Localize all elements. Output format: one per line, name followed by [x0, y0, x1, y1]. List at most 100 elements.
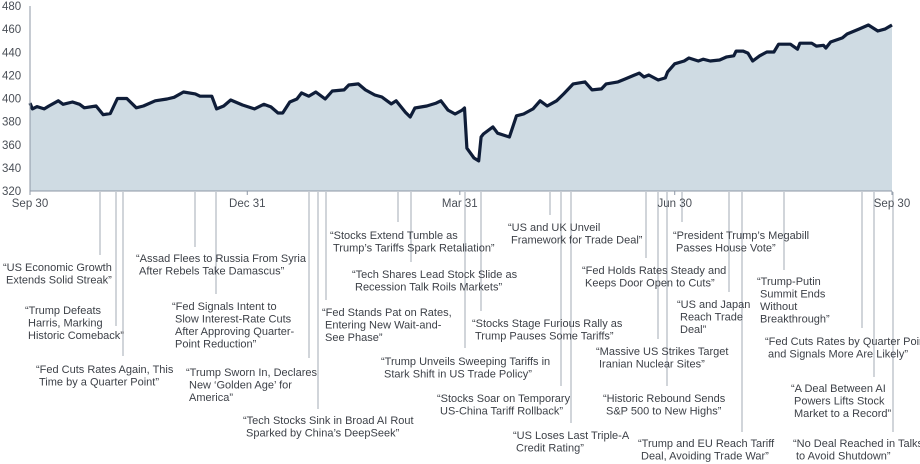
annotation-headline: “Massive US Strikes Target Iranian Nuclea… — [596, 346, 728, 371]
annotation-line: Deal” — [680, 324, 707, 336]
annotation-line: “Tech Shares Lead Stock Slide as — [352, 269, 518, 281]
annotation-line: “Trump Defeats — [25, 305, 102, 317]
annotation-line: Historic Comeback” — [28, 330, 124, 342]
annotation-line: New ‘Golden Age’ for — [189, 380, 292, 392]
y-tick-label: 360 — [2, 140, 21, 152]
annotation-line: “Historic Rebound Sends — [603, 393, 726, 405]
annotation-line: S&P 500 to New Highs” — [606, 406, 722, 418]
annotation-headline: “Fed Cuts Rates Again, This Time by a Qua… — [36, 364, 174, 389]
annotation-headline: “Trump Defeats Harris, Marking Historic Co… — [25, 305, 124, 342]
annotation-line: Slow Interest-Rate Cuts — [175, 314, 292, 326]
annotation-line: Sparked by China’s DeepSeek” — [246, 428, 400, 440]
annotation-line: “Assad Flees to Russia From Syria — [136, 253, 307, 265]
annotation-headline: “Stocks Soar on Temporary US-China Tariff… — [437, 393, 571, 418]
annotation-line: Harris, Marking — [28, 318, 103, 330]
annotation-line: America” — [189, 392, 233, 404]
y-axis-ticks: 320 340 360 380 400 420 440 460 480 — [2, 1, 21, 198]
annotation-headline: “US and UK Unveil Framework for Trade Dea… — [508, 222, 643, 247]
annotation-line: “Fed Holds Rates Steady and — [582, 265, 726, 277]
y-tick-label: 460 — [2, 24, 21, 36]
annotation-headline: “Historic Rebound Sends S&P 500 to New Hi… — [603, 393, 726, 418]
annotation-line: Framework for Trade Deal” — [511, 235, 643, 247]
annotation-line: Extends Solid Streak” — [6, 275, 112, 287]
annotation-headline: “President Trump’s Megabill Passes House … — [673, 230, 809, 255]
annotation-line: “Trump and EU Reach Tariff — [638, 438, 775, 450]
y-tick-label: 420 — [2, 70, 21, 82]
annotation-line: “President Trump’s Megabill — [673, 230, 809, 242]
annotation-line: Entering New Wait-and- — [325, 320, 442, 332]
annotation-line: After Rebels Take Damascus” — [139, 266, 285, 278]
annotation-line: Credit Rating” — [516, 443, 584, 455]
annotation-line: “US Economic Growth — [3, 262, 112, 274]
annotation-line: “Trump Sworn In, Declares — [186, 367, 318, 379]
annotations: “US Economic Growth Extends Solid Streak”… — [3, 222, 920, 463]
annotation-line: Trump’s Tariffs Spark Retaliation” — [333, 243, 495, 255]
annotation-line: “Trump-Putin — [757, 276, 821, 288]
y-tick-label: 320 — [2, 186, 21, 198]
series-line — [28, 23, 893, 163]
y-tick-label: 340 — [2, 163, 21, 175]
annotation-line: “Massive US Strikes Target — [596, 346, 728, 358]
annotation-line: “Trump Unveils Sweeping Tariffs in — [381, 356, 550, 368]
annotation-line: Stark Shift in US Trade Policy” — [384, 369, 532, 381]
annotation-headline: “Trump Unveils Sweeping Tariffs in Stark … — [381, 356, 550, 381]
annotation-line: Without — [760, 301, 797, 313]
annotation-line: Passes House Vote” — [676, 243, 776, 255]
annotation-headline: “Trump-Putin Summit Ends Without Breakthrou… — [757, 276, 830, 326]
annotation-line: Reach Trade — [680, 312, 743, 324]
annotation-line: “Fed Cuts Rates Again, This — [36, 364, 174, 376]
y-tick-label: 480 — [2, 1, 21, 13]
annotation-headline: “Trump Sworn In, Declares New ‘Golden Age… — [186, 367, 318, 404]
y-tick-label: 380 — [2, 117, 21, 129]
y-tick-label: 400 — [2, 94, 21, 106]
annotation-headline: “Tech Shares Lead Stock Slide as Recessio… — [352, 269, 518, 294]
x-tick-label: Mar 31 — [442, 198, 478, 210]
annotation-headline: “Fed Cuts Rates by Quarter Point and Sign… — [765, 336, 920, 361]
annotation-line: “No Deal Reached in Talks — [793, 438, 920, 450]
annotation-headline: “Assad Flees to Russia From Syria After R… — [136, 253, 307, 278]
annotation-line: “Stocks Soar on Temporary — [437, 393, 571, 405]
annotation-headline: “A Deal Between AI Powers Lifts Stock Mark… — [791, 383, 892, 420]
annotation-connectors — [99, 192, 894, 432]
annotation-line: “Fed Signals Intent to — [172, 301, 277, 313]
annotation-headline: “Trump and EU Reach Tariff Deal, Avoiding… — [638, 438, 775, 463]
annotation-line: Market to a Record” — [794, 408, 892, 420]
y-tick-label: 440 — [2, 47, 21, 59]
annotation-headline: “Stocks Extend Tumble as Trump’s Tariffs … — [330, 230, 495, 255]
annotation-line: See Phase” — [325, 332, 383, 344]
annotation-line: Recession Talk Roils Markets” — [355, 282, 502, 294]
annotation-line: Iranian Nuclear Sites” — [599, 359, 705, 371]
annotation-line: “Stocks Extend Tumble as — [330, 230, 458, 242]
annotation-line: Powers Lifts Stock — [794, 396, 885, 408]
annotation-headline: “Fed Signals Intent to Slow Interest-Rate… — [172, 301, 295, 351]
annotation-line: “A Deal Between AI — [791, 383, 886, 395]
annotation-headline: “US and Japan Reach Trade Deal” — [677, 299, 750, 336]
annotation-headline: “Fed Stands Pat on Rates, Entering New Wa… — [322, 307, 452, 344]
x-tick-label: Sep 30 — [12, 198, 48, 210]
annotation-line: “US Loses Last Triple-A — [513, 430, 630, 442]
annotation-headline: “Stocks Stage Furious Rally as Trump Paus… — [472, 318, 623, 343]
annotation-line: and Signals More Are Likely” — [768, 349, 908, 361]
x-tick-label: Sep 30 — [874, 198, 910, 210]
x-tick-label: Jun 30 — [657, 198, 692, 210]
annotation-headline: “Fed Holds Rates Steady and Keeps Door Op… — [582, 265, 726, 290]
area-fill — [30, 25, 892, 191]
annotation-headline: “No Deal Reached in Talks to Avoid Shutdo… — [793, 438, 920, 463]
annotation-line: US-China Tariff Rollback” — [440, 406, 563, 418]
x-tick-label: Dec 31 — [229, 198, 265, 210]
annotation-line: “Tech Stocks Sink in Broad AI Rout — [243, 415, 414, 427]
annotation-line: Summit Ends — [760, 289, 826, 301]
annotation-line: “US and Japan — [677, 299, 750, 311]
x-axis-ticks: Sep 30 Dec 31 Mar 31 Jun 30 Sep 30 — [12, 191, 910, 210]
annotation-headline: “Tech Stocks Sink in Broad AI Rout Sparke… — [243, 415, 414, 440]
annotation-line: Time by a Quarter Point” — [39, 377, 159, 389]
annotation-line: Point Reduction” — [175, 339, 257, 351]
annotation-line: After Approving Quarter- — [175, 326, 295, 338]
annotation-line: “Fed Cuts Rates by Quarter Point — [765, 336, 920, 348]
annotation-line: “Fed Stands Pat on Rates, — [322, 307, 452, 319]
annotation-headline: “US Loses Last Triple-A Credit Rating” — [513, 430, 630, 455]
annotation-line: “US and UK Unveil — [508, 222, 600, 234]
annotation-line: “Stocks Stage Furious Rally as — [472, 318, 623, 330]
annotation-line: to Avoid Shutdown” — [796, 451, 891, 463]
